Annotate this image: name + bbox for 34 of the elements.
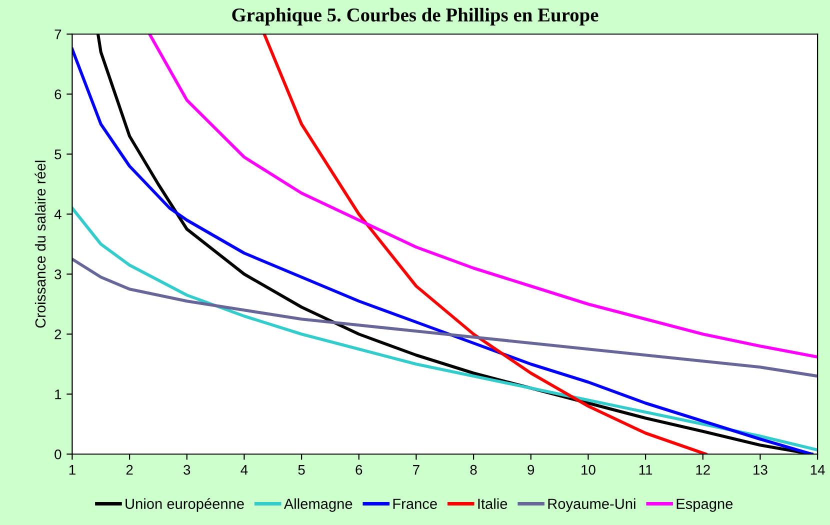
y-tick-label: 2 (54, 329, 62, 340)
line-series (72, 258, 818, 378)
legend-label: Espagne (676, 498, 733, 512)
line-series (72, 206, 818, 452)
x-tick-label: 2 (126, 464, 133, 475)
legend-label: Italie (478, 498, 508, 509)
line-series (148, 34, 818, 358)
x-tick-label: 3 (184, 464, 190, 475)
y-tick-label: 5 (54, 150, 62, 160)
y-tick-label: 6 (54, 89, 62, 100)
x-tick-label: 1 (69, 465, 76, 475)
x-tick-label: 14 (810, 465, 825, 475)
y-tick-label: 0 (54, 449, 62, 460)
y-axis-title: Croissance du salaire réel (34, 160, 46, 328)
x-tick-label: 12 (696, 464, 710, 475)
y-tick-label: 4 (54, 210, 62, 220)
x-tick-label: 11 (639, 465, 652, 475)
legend-label: Royaume-Uni (548, 498, 636, 512)
x-tick-label: 5 (298, 465, 305, 475)
x-tick-label: 6 (356, 464, 362, 475)
legend-label: France (393, 498, 437, 509)
line-series (262, 34, 708, 454)
x-tick-label: 10 (582, 464, 596, 475)
y-tick-label: 3 (54, 269, 62, 280)
x-tick-label: 9 (528, 464, 534, 475)
chart-title: Graphique 5. Courbes de Phillips en Europe (232, 8, 598, 26)
y-tick-label: 1 (55, 390, 62, 400)
x-tick-label: 8 (470, 464, 477, 475)
x-tick-label: 13 (754, 464, 768, 475)
x-tick-label: 7 (413, 465, 420, 475)
x-tick-label: 4 (240, 465, 248, 475)
y-tick-label: 7 (54, 30, 62, 40)
legend-label: Allemagne (284, 498, 352, 512)
legend-label: Union européenne (126, 498, 244, 512)
